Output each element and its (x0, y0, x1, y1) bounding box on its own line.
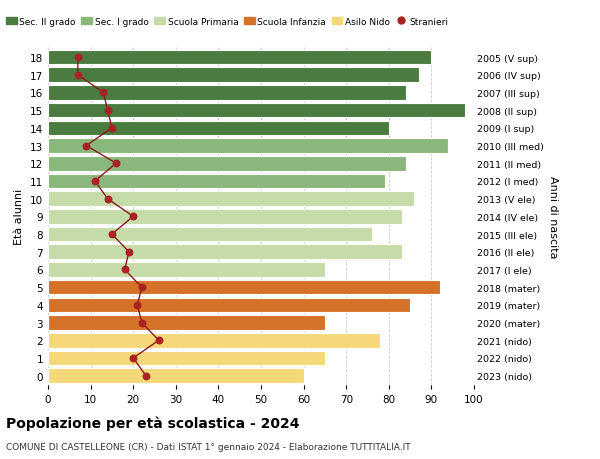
Point (98, 90, 108, 97)
Point (154, 337, 164, 344)
Point (82, 143, 91, 150)
Bar (48, 174, 385, 189)
Bar (48, 192, 415, 207)
Point (107, 231, 117, 238)
Bar (48, 298, 410, 313)
Bar (48, 351, 325, 365)
Point (137, 284, 146, 291)
Point (128, 213, 138, 221)
Bar (48, 157, 406, 171)
Bar (48, 121, 389, 136)
Text: Popolazione per età scolastica - 2024: Popolazione per età scolastica - 2024 (6, 415, 299, 430)
Point (120, 266, 130, 274)
Bar (48, 210, 401, 224)
Bar (48, 227, 372, 242)
Text: COMUNE DI CASTELLEONE (CR) - Dati ISTAT 1° gennaio 2024 - Elaborazione TUTTITALI: COMUNE DI CASTELLEONE (CR) - Dati ISTAT … (6, 442, 410, 451)
Point (124, 248, 134, 256)
Bar (48, 280, 440, 295)
Y-axis label: Anni di nascita: Anni di nascita (548, 176, 557, 258)
Y-axis label: Età alunni: Età alunni (14, 189, 25, 245)
Bar (48, 86, 406, 101)
Bar (48, 68, 419, 83)
Point (73, 72, 83, 79)
Point (112, 160, 121, 168)
Point (141, 372, 151, 380)
Bar (48, 369, 304, 383)
Point (73, 54, 83, 62)
Point (137, 319, 146, 326)
Point (128, 354, 138, 362)
Legend: Sec. II grado, Sec. I grado, Scuola Primaria, Scuola Infanzia, Asilo Nido, Stran: Sec. II grado, Sec. I grado, Scuola Prim… (2, 14, 452, 30)
Point (90, 178, 100, 185)
Bar (48, 333, 380, 348)
Bar (48, 50, 431, 65)
Point (133, 302, 142, 309)
Point (103, 107, 112, 115)
Point (103, 196, 112, 203)
Bar (48, 316, 325, 330)
Point (107, 125, 117, 132)
Bar (48, 139, 448, 153)
Bar (48, 245, 401, 259)
Bar (48, 104, 466, 118)
Bar (48, 263, 325, 277)
